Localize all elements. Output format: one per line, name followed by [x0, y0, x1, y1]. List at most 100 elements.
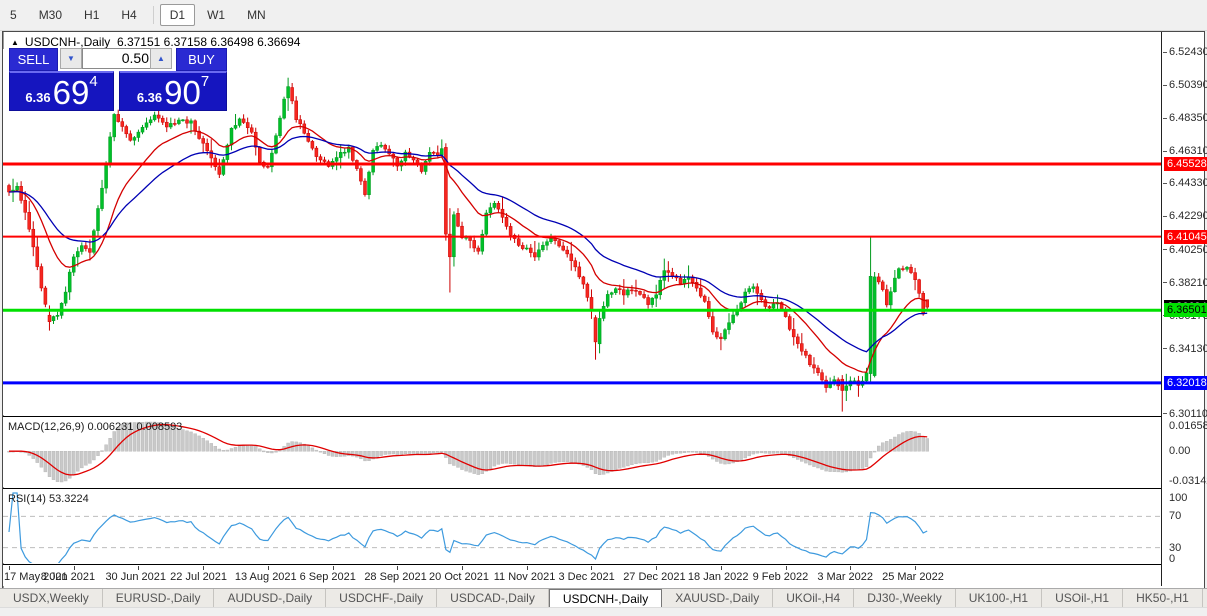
- chart-tab-audusd-daily[interactable]: AUDUSD-,Daily: [214, 589, 327, 608]
- time-tickmark: [203, 566, 205, 570]
- time-tick-label: 9 Feb 2022: [752, 571, 809, 583]
- price-axis[interactable]: 6.52430 6.50390 6.48350 6.46310 6.44330 6.422…: [1163, 32, 1207, 586]
- time-tickmark: [332, 566, 334, 570]
- macd-axis-label: 0.016586: [1169, 420, 1207, 432]
- buy-button[interactable]: BUY: [176, 48, 227, 71]
- buy-price-button[interactable]: 6.36 90 7: [119, 71, 227, 111]
- price-tickmark: [1163, 215, 1167, 217]
- time-tickmark: [720, 566, 722, 570]
- chart-tab-usdcad-daily[interactable]: USDCAD-,Daily: [437, 589, 549, 608]
- sell-price-main: 69: [52, 74, 90, 111]
- time-tick-label: 17 May 2021: [4, 571, 68, 583]
- macd-axis-label: -0.03142: [1169, 475, 1207, 487]
- time-tickmark: [591, 566, 593, 570]
- chart-tab-dj30-weekly[interactable]: DJ30-,Weekly: [854, 589, 956, 608]
- time-tick-label: 25 Mar 2022: [882, 571, 944, 583]
- volume-decrease-icon[interactable]: ▼: [60, 48, 82, 69]
- chart-tab-usdchf-daily[interactable]: USDCHF-,Daily: [326, 589, 438, 608]
- timeframe-button-h4[interactable]: H4: [121, 8, 137, 22]
- chart-tab-bar: USDX,Weekly EURUSD-,Daily AUDUSD-,Daily USD…: [0, 588, 1207, 608]
- price-tickmark: [1163, 182, 1167, 184]
- time-tick-label: 20 Oct 2021: [429, 571, 489, 583]
- price-tick-label: 6.44330: [1169, 177, 1207, 190]
- chart-window: ▲ USDCNH-,Daily 6.37151 6.37158 6.36498 6…: [2, 31, 1207, 589]
- time-tick-label: 8 Jun 2021: [40, 571, 96, 583]
- time-tick-label: 28 Sep 2021: [364, 571, 427, 583]
- volume-increase-icon[interactable]: ▲: [150, 48, 172, 69]
- price-tick-label: 6.50390: [1169, 79, 1207, 92]
- time-tick-label: 27 Dec 2021: [623, 571, 686, 583]
- price-tick-label: 6.38210: [1169, 276, 1207, 289]
- time-tickmark: [462, 566, 464, 570]
- status-bar: [0, 607, 1207, 616]
- price-tick-label: 6.30110: [1169, 407, 1207, 420]
- time-tick-label: 30 Jun 2021: [105, 571, 166, 583]
- sell-button[interactable]: SELL: [9, 48, 58, 71]
- price-tickmark: [1163, 150, 1167, 152]
- timeframe-button-mn[interactable]: MN: [247, 8, 266, 22]
- time-tickmark: [915, 566, 917, 570]
- timeframe-button-5[interactable]: 5: [10, 8, 17, 22]
- time-tickmark: [138, 566, 140, 570]
- price-tickmark: [1163, 249, 1167, 250]
- price-tick-label: 6.34130: [1169, 342, 1207, 355]
- chart-tab-eurusd-daily[interactable]: EURUSD-,Daily: [103, 589, 215, 608]
- rsi-axis-label: 100: [1169, 492, 1188, 504]
- chart-tab-xauusd-daily[interactable]: XAUUSD-,Daily: [662, 589, 774, 608]
- macd-label: MACD(12,26,9) 0.006231 0.008593: [8, 421, 183, 433]
- timeframe-button-h1[interactable]: H1: [84, 8, 100, 22]
- sell-price-prefix: 6.36: [25, 90, 51, 105]
- collapse-icon[interactable]: ▲: [11, 38, 19, 47]
- chart-tab-usoil-h1[interactable]: USOil-,H1: [1042, 589, 1124, 608]
- time-axis[interactable]: 17 May 2021 8 Jun 2021 30 Jun 2021 22 Jul 2…: [3, 566, 1161, 586]
- price-tickmark: [1163, 348, 1167, 350]
- toolbar-separator: [152, 6, 154, 24]
- time-tickmark: [73, 566, 75, 570]
- price-tickmark: [1163, 413, 1167, 415]
- sell-price-button[interactable]: 6.36 69 4: [9, 71, 114, 111]
- chart-tab-uk100-h1[interactable]: UK100-,H1: [956, 589, 1043, 608]
- time-tick-label: 3 Mar 2022: [817, 571, 874, 583]
- price-tick-label: 6.52430: [1169, 46, 1207, 59]
- chart-tab-hk50-h1[interactable]: HK50-,H1: [1123, 589, 1203, 608]
- timeframe-button-d1[interactable]: D1: [159, 4, 196, 26]
- hline-price-badge: 6.36501: [1164, 303, 1207, 318]
- chart-tab-ukoil-h4[interactable]: UKOil-,H4: [773, 589, 855, 608]
- chart-tab-usdx-weekly[interactable]: USDX,Weekly: [0, 589, 103, 608]
- hline-price-badge: 6.32018: [1164, 375, 1207, 390]
- hline-price-badge: 6.41045: [1164, 229, 1207, 244]
- chart-title: ▲ USDCNH-,Daily 6.37151 6.37158 6.36498 6…: [11, 35, 300, 49]
- time-tickmark: [526, 566, 528, 570]
- price-tick-label: 6.40250: [1169, 243, 1207, 256]
- timeframe-button-m30[interactable]: M30: [38, 8, 63, 22]
- rsi-label: RSI(14) 53.3224: [8, 493, 89, 505]
- chart-symbol: USDCNH-,Daily: [24, 35, 111, 49]
- rsi-pane[interactable]: RSI(14) 53.3224: [3, 491, 1161, 563]
- time-tickmark: [267, 566, 269, 570]
- timeframe-toolbar: 5 M30 H1 H4 D1 W1 MN: [0, 0, 1207, 31]
- chart-ohlc-quote: 6.37151 6.37158 6.36498 6.36694: [116, 35, 301, 49]
- timeframe-button-w1[interactable]: W1: [207, 8, 226, 22]
- price-tick-label: 6.46310: [1169, 145, 1207, 158]
- price-tickmark: [1163, 84, 1167, 86]
- time-tick-label: 18 Jan 2022: [687, 571, 749, 583]
- price-tickmark: [1163, 282, 1167, 284]
- time-tick-label: 11 Nov 2021: [493, 571, 556, 583]
- macd-pane[interactable]: MACD(12,26,9) 0.006231 0.008593: [3, 419, 1161, 487]
- time-tick-label: 3 Dec 2021: [558, 571, 615, 583]
- time-tick-label: 13 Aug 2021: [234, 571, 297, 583]
- time-tickmark: [9, 566, 10, 570]
- buy-price-main: 90: [164, 74, 201, 111]
- chart-tab-usdcnh-daily[interactable]: USDCNH-,Daily: [548, 589, 663, 608]
- price-tick-label: 6.42290: [1169, 210, 1207, 223]
- sell-price-pip: 4: [89, 73, 98, 90]
- volume-input[interactable]: 0.50: [82, 48, 156, 69]
- buy-price-prefix: 6.36: [136, 90, 163, 105]
- time-tick-label: 22 Jul 2021: [170, 571, 228, 583]
- hline-price-badge: 6.45528: [1164, 156, 1207, 171]
- price-tickmark: [1163, 117, 1167, 119]
- price-tickmark: [1163, 51, 1167, 53]
- time-tick-label: 6 Sep 2021: [299, 571, 356, 583]
- time-tickmark: [397, 566, 399, 570]
- time-tickmark: [785, 566, 787, 570]
